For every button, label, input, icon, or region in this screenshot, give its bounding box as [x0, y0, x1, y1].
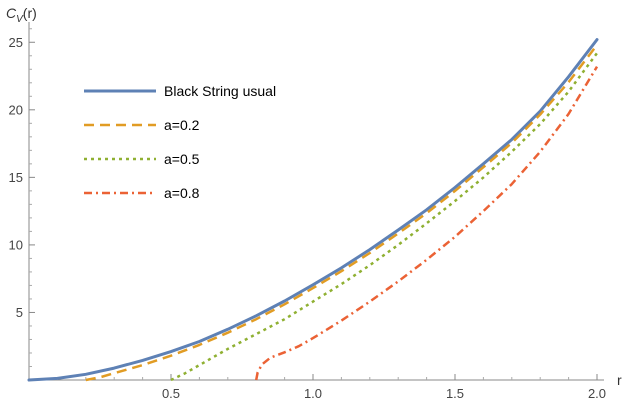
- legend-label-2: a=0.5: [164, 151, 200, 167]
- axes: [28, 22, 604, 381]
- y-tick-label: 5: [16, 305, 23, 320]
- y-tick-label: 25: [9, 35, 23, 50]
- x-axis-label: r: [617, 372, 622, 388]
- series-line-1: [85, 44, 598, 382]
- y-axis-label-suffix: (r): [23, 5, 37, 21]
- ticks: 0.5 1.0 1.5 2.0 5 10 15 20 25: [9, 28, 606, 401]
- series-line-3: [254, 65, 599, 381]
- x-tick-label: 2.0: [588, 386, 606, 401]
- x-tick-label: 0.5: [162, 386, 180, 401]
- y-tick-label: 10: [9, 237, 23, 252]
- y-tick-label: 20: [9, 102, 23, 117]
- y-axis-label-main: C: [6, 5, 17, 21]
- y-axis-label-sub: V: [16, 14, 24, 25]
- series-line-0: [27, 38, 599, 382]
- legend: Black String usual a=0.2 a=0.5 a=0.8: [84, 83, 276, 201]
- legend-label-0: Black String usual: [164, 83, 276, 99]
- series-line-2: [170, 52, 599, 382]
- legend-label-3: a=0.8: [164, 185, 200, 201]
- x-tick-label: 1.0: [304, 386, 322, 401]
- legend-label-1: a=0.2: [164, 117, 200, 133]
- x-tick-label: 1.5: [446, 386, 464, 401]
- series-lines: [27, 38, 599, 382]
- y-tick-label: 15: [9, 170, 23, 185]
- y-axis-label: CV(r): [6, 5, 37, 25]
